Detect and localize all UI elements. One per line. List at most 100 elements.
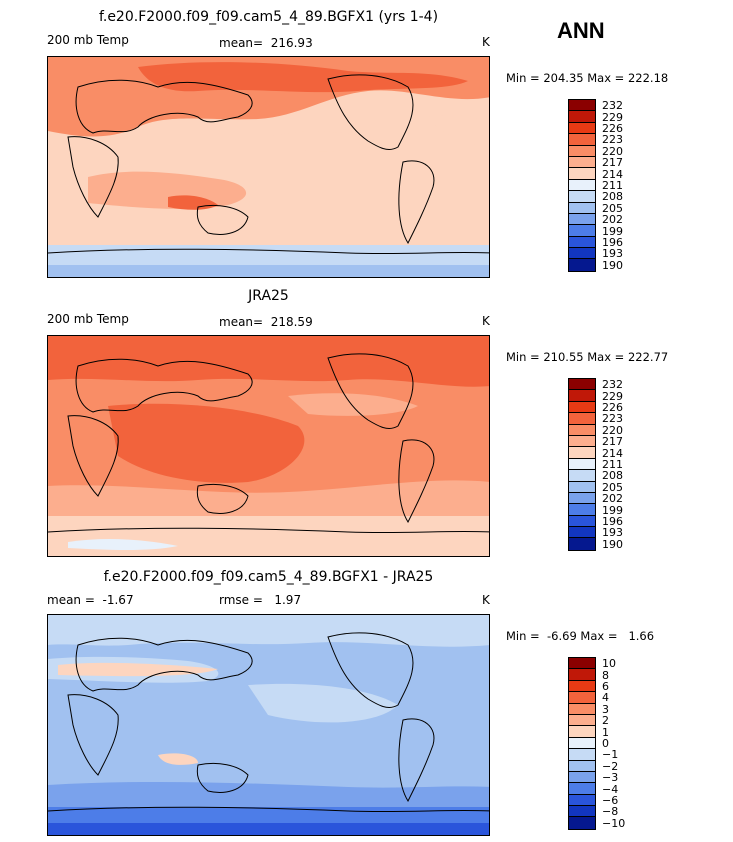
colorbar-box	[569, 481, 595, 493]
colorbar-tick-label: −1	[602, 748, 619, 762]
panel1-field-arctic-band	[138, 62, 468, 93]
panel1-map-svg	[48, 57, 489, 277]
colorbar-tick-label: 199	[602, 503, 623, 517]
panel2-field-south	[48, 516, 489, 556]
panel1-map	[47, 56, 490, 278]
panel3-field-positive-band	[58, 662, 218, 677]
colorbar-tick-label: 232	[602, 378, 623, 392]
colorbar-tick-label: 202	[602, 213, 623, 227]
panel2-africa-outline	[67, 415, 119, 497]
colorbar-tick-label: 205	[602, 480, 623, 494]
panel3-units: K	[482, 593, 490, 607]
colorbar-tick-label: 208	[602, 469, 623, 483]
colorbar-tick-label: 220	[602, 423, 623, 437]
colorbar-tick-label: 193	[602, 526, 623, 540]
panel1-namerica-outline	[327, 74, 414, 150]
colorbar-tick-label: 196	[602, 236, 623, 249]
colorbar-box	[569, 424, 595, 436]
colorbar-tick-label: 4	[602, 691, 609, 705]
panel3-field-north	[48, 615, 489, 647]
colorbar-box	[569, 213, 595, 226]
panel2-variable: 200 mb Temp	[47, 312, 129, 326]
panel1-minmax: Min = 204.35 Max = 222.18	[506, 71, 669, 85]
colorbar-box	[569, 447, 595, 459]
colorbar-box	[569, 817, 595, 829]
panel2-australia-outline	[196, 483, 249, 514]
colorbar-box	[569, 658, 595, 670]
panel3-rmse: rmse = 1.97	[219, 593, 302, 607]
colorbar-box	[569, 538, 595, 550]
colorbar-box	[569, 794, 595, 807]
panel2-coastlines	[48, 353, 489, 534]
colorbar-tick-label: −2	[602, 759, 619, 773]
colorbar-box	[569, 435, 595, 448]
panel3-africa-outline	[67, 694, 119, 776]
colorbar-tick-label: −4	[602, 782, 619, 796]
colorbar-box	[569, 202, 595, 214]
colorbar-box	[569, 191, 595, 203]
colorbar-box	[569, 527, 595, 539]
colorbar-tick-label: 226	[602, 122, 623, 135]
colorbar-box	[569, 669, 595, 681]
panel2-map	[47, 335, 490, 557]
panel3-map	[47, 614, 490, 836]
colorbar-box	[569, 680, 595, 693]
colorbar-tick-label: 229	[602, 110, 623, 124]
colorbar-tick-label: −3	[602, 771, 619, 785]
colorbar-tick-label: 232	[602, 99, 623, 113]
panel3-antarctica-outline	[48, 806, 489, 813]
colorbar-box	[569, 179, 595, 192]
colorbar-box	[569, 783, 595, 795]
colorbar-tick-label: 217	[602, 435, 623, 449]
colorbar-box	[569, 714, 595, 727]
colorbar-box	[569, 100, 595, 112]
colorbar-tick-label: 214	[602, 167, 623, 181]
colorbar-box	[569, 225, 595, 237]
colorbar-tick-label: 6	[602, 680, 609, 693]
panel1-coastlines	[48, 74, 489, 255]
colorbar-tick-label: 1	[602, 725, 609, 739]
panel1-samerica-outline	[398, 160, 435, 245]
colorbar-box	[569, 168, 595, 180]
panel2-eurasia-outline	[75, 358, 253, 413]
colorbar-tick-label: 3	[602, 702, 609, 716]
panel1-eurasia-outline	[75, 79, 253, 134]
colorbar-tick-label: −6	[602, 794, 619, 807]
panel1-variable: 200 mb Temp	[47, 33, 129, 47]
panel2-colorbar	[568, 378, 596, 551]
colorbar-tick-label: 190	[602, 258, 623, 272]
colorbar-box	[569, 726, 595, 738]
colorbar-tick-label: 205	[602, 201, 623, 215]
panel2-field-pole	[68, 539, 178, 550]
colorbar-tick-label: 223	[602, 412, 623, 426]
panel3-map-svg	[48, 615, 489, 835]
panel2-field-north	[48, 336, 489, 387]
colorbar-box	[569, 749, 595, 761]
panel3-namerica-outline	[327, 632, 414, 708]
panel2-field-southern	[48, 480, 489, 516]
colorbar-tick-label: 217	[602, 156, 623, 170]
colorbar-box	[569, 806, 595, 818]
colorbar-box	[569, 504, 595, 516]
colorbar-tick-label: 208	[602, 190, 623, 204]
colorbar-box	[569, 390, 595, 402]
panel1-title: f.e20.F2000.f09_f09.cam5_4_89.BGFX1 (yrs…	[98, 9, 439, 25]
colorbar-tick-label: 229	[602, 389, 623, 403]
colorbar-tick-label: 196	[602, 515, 623, 528]
panel3-title: f.e20.F2000.f09_f09.cam5_4_89.BGFX1 - JR…	[103, 569, 434, 585]
panel3-colorbar	[568, 657, 596, 830]
colorbar-box	[569, 470, 595, 482]
panel3-mean: mean = -1.67	[47, 593, 134, 607]
panel3-samerica-outline	[398, 718, 435, 803]
colorbar-box	[569, 413, 595, 425]
panel3-field-positive-spot	[158, 753, 198, 765]
panel1-africa-outline	[67, 136, 119, 218]
colorbar-box	[569, 156, 595, 169]
colorbar-box	[569, 248, 595, 260]
colorbar-box	[569, 771, 595, 784]
colorbar-tick-label: 199	[602, 224, 623, 238]
panel3-australia-outline	[196, 762, 249, 793]
panel1-field-atlantic-min	[428, 115, 489, 147]
panel2-title: JRA25	[248, 288, 289, 304]
colorbar-tick-label: 2	[602, 714, 609, 728]
